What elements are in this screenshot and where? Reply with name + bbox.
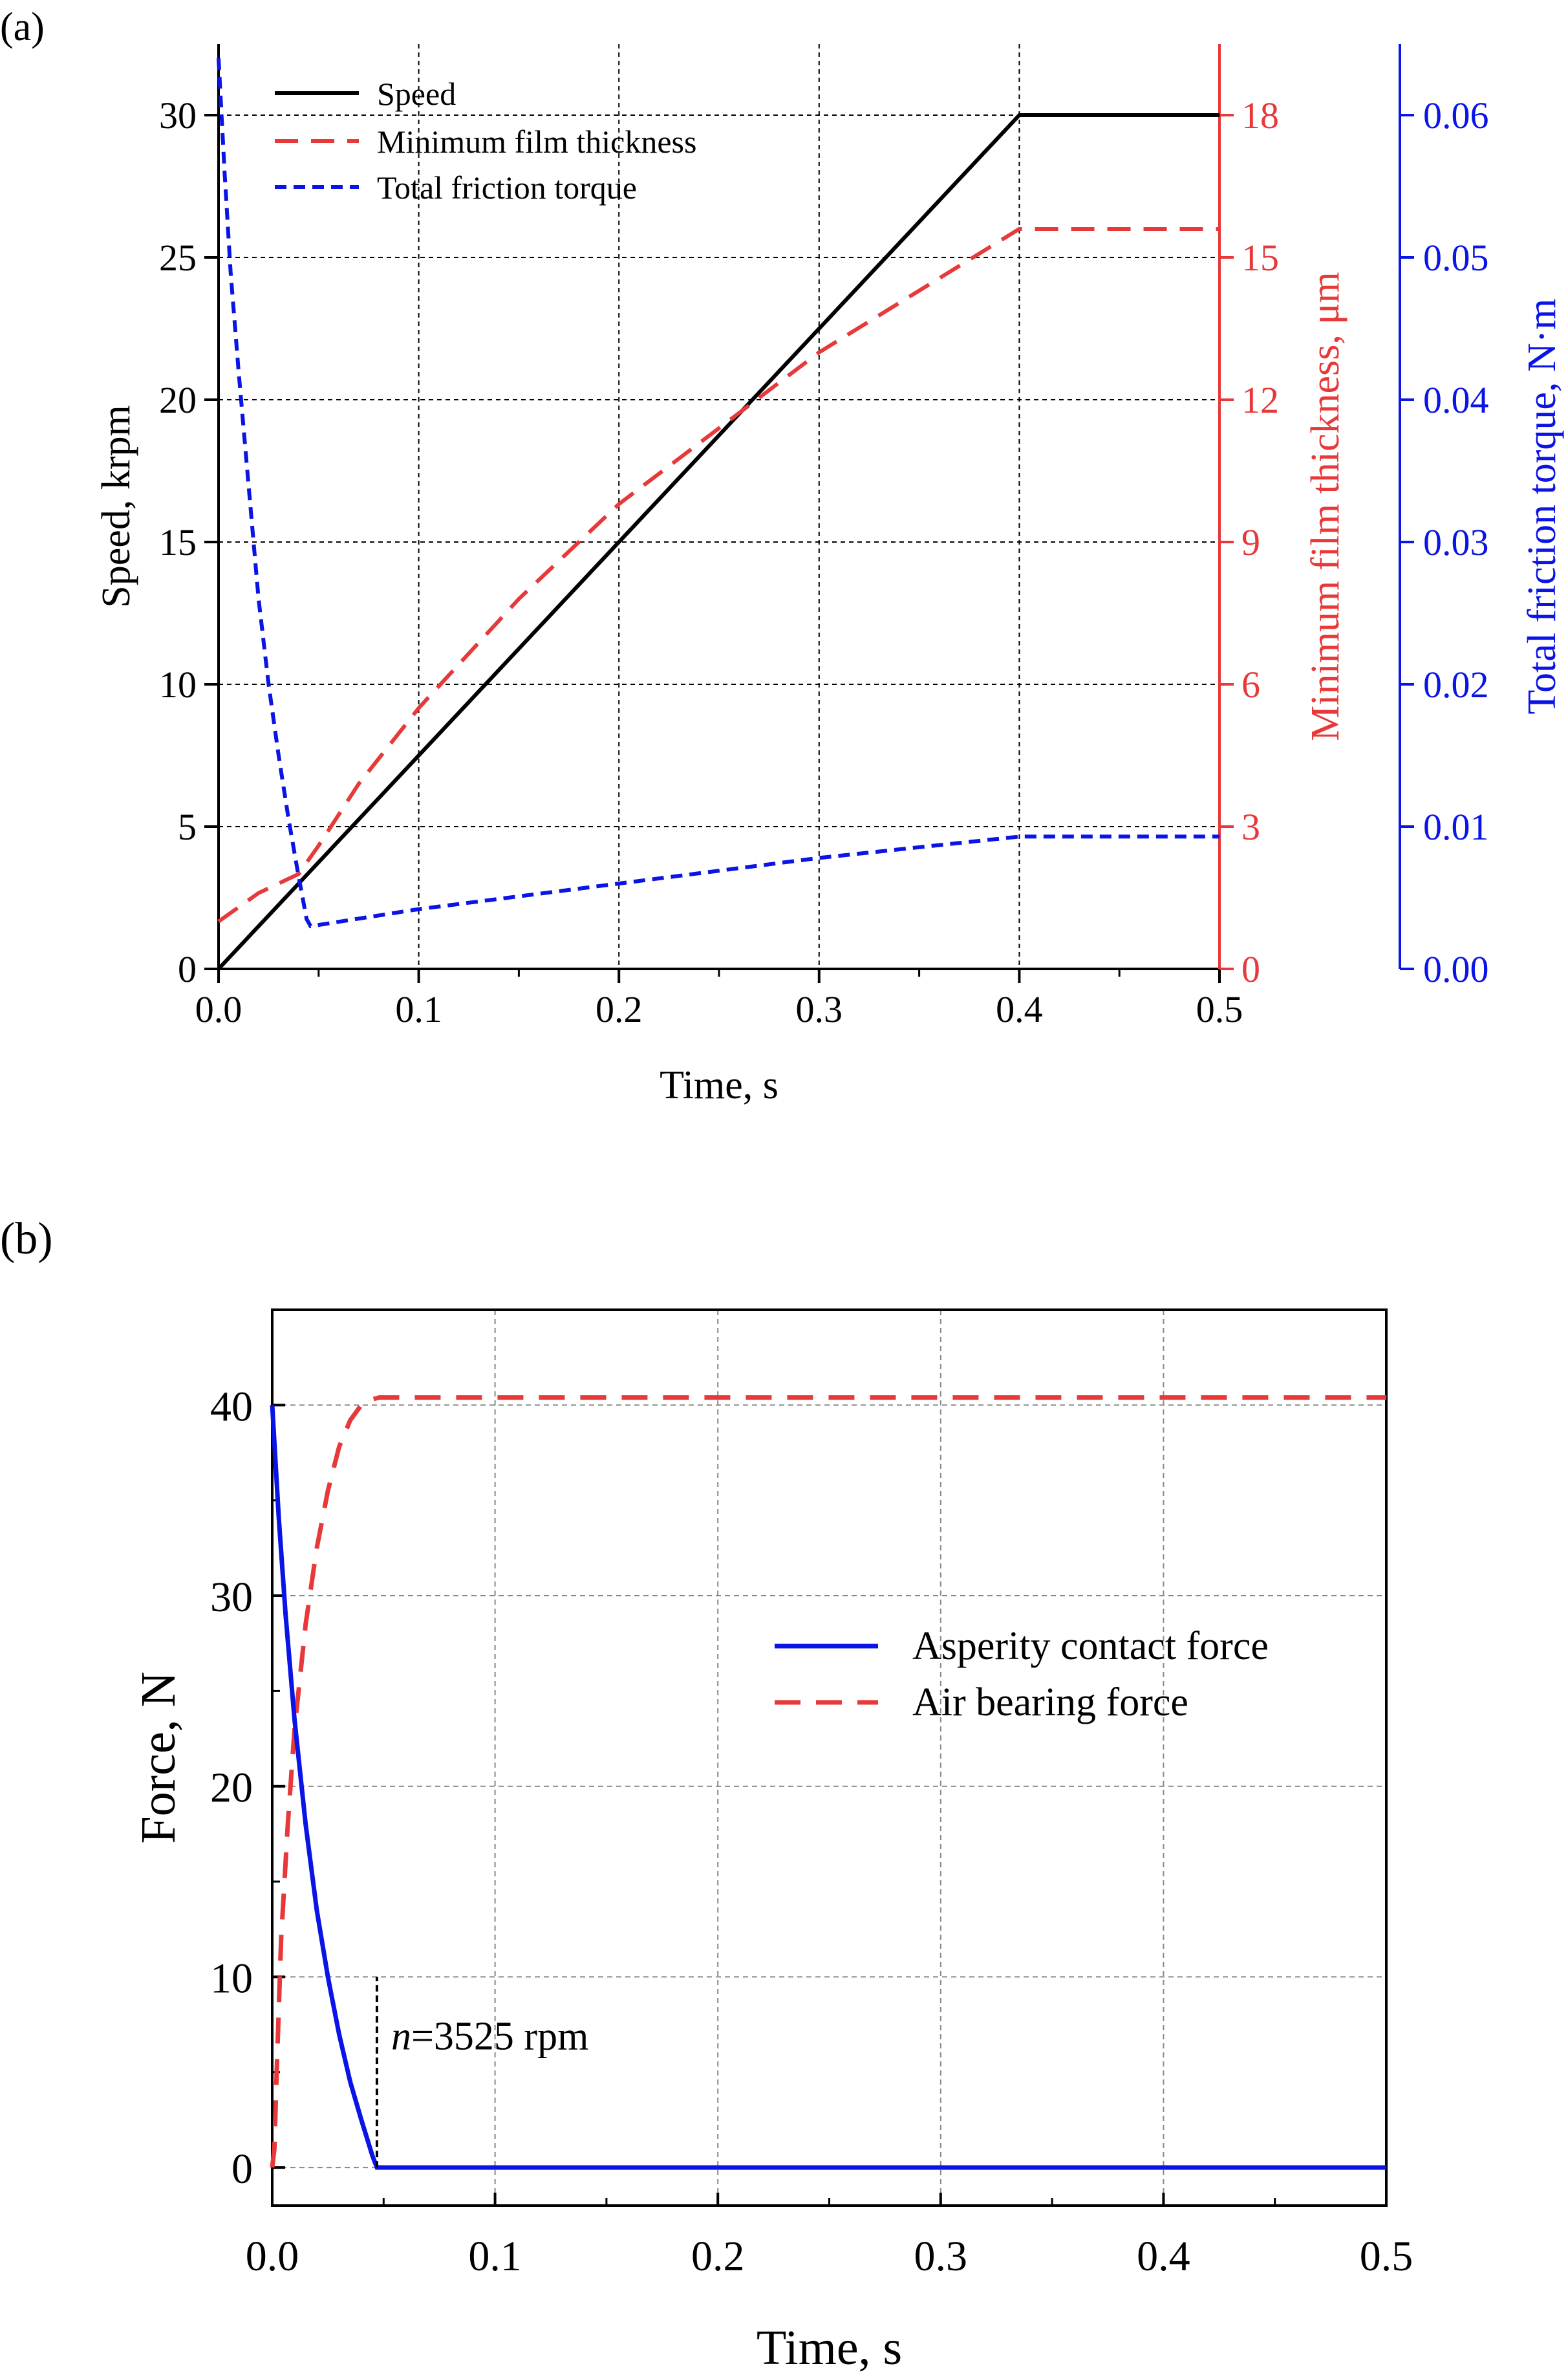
panel-label: (a) — [0, 5, 45, 49]
legend-label: Air bearing force — [912, 1680, 1188, 1724]
legend-label: Minimum film thickness — [377, 124, 696, 160]
y-left-tick-label: 5 — [178, 806, 197, 848]
y-right-film-tick-label: 18 — [1241, 94, 1279, 136]
x-tick-label: 0.3 — [796, 988, 843, 1030]
plot-frame — [271, 1308, 1388, 2207]
y-right-film-tick-label: 6 — [1241, 664, 1260, 706]
series-line-air-bearing-force — [270, 1395, 1386, 2168]
legend-label: Asperity contact force — [912, 1624, 1269, 1668]
series-line-asperity-contact-force — [270, 1405, 1386, 2170]
x-tick-label: 0.2 — [596, 988, 643, 1030]
y-right-torque-tick-label: 0.01 — [1423, 806, 1489, 848]
y-tick-label: 20 — [210, 1764, 253, 1812]
x-tick-label: 0.1 — [468, 2233, 522, 2280]
x-tick-label: 0.5 — [1360, 2233, 1413, 2280]
x-tick-label: 0.0 — [195, 988, 242, 1030]
y-right-torque-tick-label: 0.04 — [1423, 379, 1489, 421]
annotation-label: n=3525 rpm — [391, 2014, 588, 2058]
y-left-tick-label: 25 — [159, 237, 197, 279]
y-right-torque-tick-label: 0.03 — [1423, 521, 1489, 563]
y-right-torque-axis-title: Total friction torque, N·m — [1520, 298, 1564, 714]
y-right-film-tick-label: 12 — [1241, 379, 1279, 421]
y-right-torque-tick-label: 0.06 — [1423, 94, 1489, 136]
series-line-total-friction-torque — [217, 58, 1219, 929]
y-right-film-tick-label: 15 — [1241, 237, 1279, 279]
y-left-tick-label: 10 — [159, 664, 197, 706]
y-left-tick-label: 20 — [159, 379, 197, 421]
x-tick-label: 0.5 — [1196, 988, 1243, 1030]
y-tick-label: 40 — [210, 1383, 253, 1430]
y-tick-label: 0 — [231, 2145, 253, 2193]
y-left-tick-label: 15 — [159, 521, 197, 563]
y-right-film-axis-title: Minimum film thickness, μm — [1304, 272, 1348, 741]
series-line-minimum-film-thickness — [217, 227, 1219, 924]
y-left-tick-label: 30 — [159, 94, 197, 136]
x-tick-label: 0.2 — [691, 2233, 745, 2280]
y-right-torque-tick-label: 0.02 — [1423, 664, 1489, 706]
panel-label: (b) — [0, 1214, 53, 1264]
panel-b-chart: (b) 0.0 0.1 0.2 0.3 0.4 0.5 Time, s 0 10 20 30 40 For… — [0, 1214, 1413, 2375]
x-tick-label: 0.4 — [1137, 2233, 1190, 2280]
y-right-film-tick-label: 0 — [1241, 948, 1260, 990]
legend-label: Speed — [377, 76, 456, 112]
x-tick-label: 0.0 — [246, 2233, 299, 2280]
y-left-tick-label: 0 — [178, 948, 197, 990]
y-right-torque-tick-label: 0.05 — [1423, 237, 1489, 279]
x-tick-label: 0.1 — [395, 988, 442, 1030]
y-tick-label: 10 — [210, 1955, 253, 2002]
annotation-value: =3525 rpm — [411, 2014, 588, 2058]
x-axis-title: Time, s — [660, 1063, 779, 1107]
annotation-symbol: n — [391, 2014, 411, 2058]
y-right-torque-tick-label: 0.00 — [1423, 948, 1489, 990]
x-tick-label: 0.4 — [996, 988, 1043, 1030]
y-tick-label: 30 — [210, 1574, 253, 1621]
y-right-film-tick-label: 3 — [1241, 806, 1260, 848]
legend-label: Total friction torque — [377, 169, 637, 206]
y-axis-title: Force, N — [131, 1672, 186, 1844]
x-axis-title: Time, s — [757, 2321, 902, 2375]
x-tick-label: 0.3 — [914, 2233, 968, 2280]
series-line-speed — [217, 113, 1219, 971]
y-right-film-tick-label: 9 — [1241, 521, 1260, 563]
y-left-axis-title: Speed, krpm — [94, 405, 138, 607]
